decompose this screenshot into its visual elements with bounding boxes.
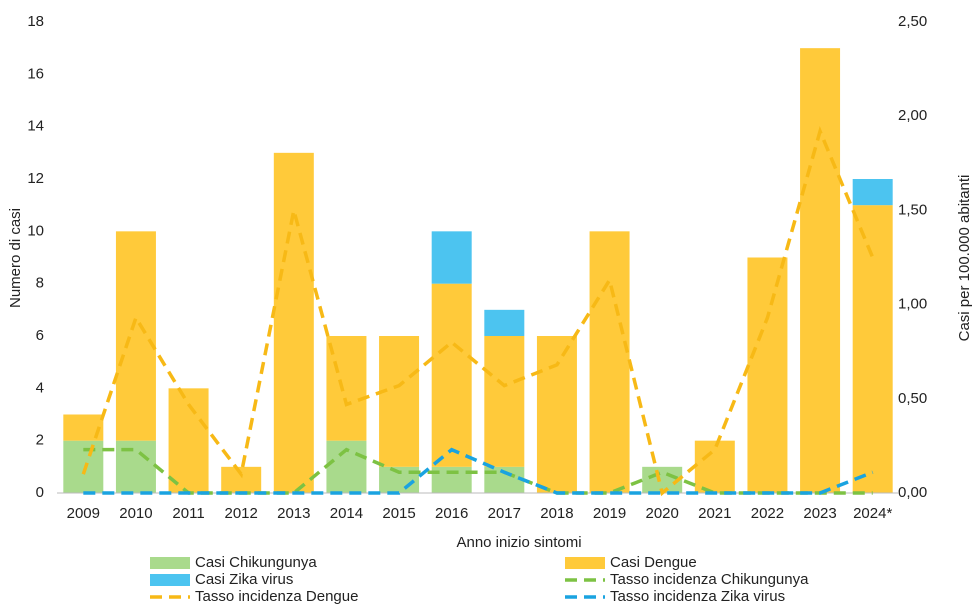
y2-tick-label: 2,50 (898, 13, 927, 30)
bar (273, 152, 314, 494)
bar (589, 231, 630, 494)
legend-label: Tasso incidenza Zika virus (610, 588, 785, 605)
line (81, 125, 875, 497)
line (83, 447, 873, 495)
x-tick-label: 2018 (540, 505, 573, 522)
y-tick-label: 0 (36, 484, 44, 501)
x-tick-label: 2014 (330, 505, 363, 522)
y-tick-label: 18 (27, 13, 44, 30)
legend-swatch (565, 557, 605, 569)
legend-label: Casi Chikungunya (195, 554, 317, 571)
bar (747, 257, 788, 493)
legend-swatch (150, 574, 190, 586)
x-tick-label: 2009 (67, 505, 100, 522)
bar (694, 440, 735, 493)
bar (431, 231, 472, 284)
y2-tick-label: 0,50 (898, 390, 927, 407)
legend-label: Tasso incidenza Dengue (195, 588, 358, 605)
bar (379, 336, 420, 467)
x-tick-label: 2010 (119, 505, 152, 522)
x-tick-label: 2019 (593, 505, 626, 522)
y-tick-label: 6 (36, 327, 44, 344)
legend-label: Casi Dengue (610, 554, 697, 571)
x-tick-label: 2016 (435, 505, 468, 522)
y-tick-label: 12 (27, 170, 44, 187)
x-tick-label: 2024* (853, 505, 892, 522)
x-tick-label: 2022 (751, 505, 784, 522)
y2-tick-label: 2,00 (898, 107, 927, 124)
y2-tick-label: 1,50 (898, 201, 927, 218)
x-tick-label: 2023 (803, 505, 836, 522)
x-tick-label: 2015 (382, 505, 415, 522)
bar (800, 48, 841, 494)
y-tick-label: 4 (36, 379, 44, 396)
y-tick-label: 8 (36, 275, 44, 292)
x-tick-label: 2020 (646, 505, 679, 522)
bar (484, 336, 525, 467)
bar (115, 231, 156, 441)
x-tick-label: 2013 (277, 505, 310, 522)
legend-label: Casi Zika virus (195, 571, 293, 588)
x-tick-label: 2012 (225, 505, 258, 522)
y-tick-label: 2 (36, 432, 44, 449)
y-tick-label: 10 (27, 222, 44, 239)
x-axis-label: Anno inizio sintomi (456, 534, 581, 551)
x-tick-label: 2017 (488, 505, 521, 522)
legend-swatch (150, 557, 190, 569)
bar (221, 466, 262, 493)
y-tick-label: 16 (27, 65, 44, 82)
legend-label: Tasso incidenza Chikungunya (610, 571, 809, 588)
y2-axis-label: Casi per 100.000 abitanti (956, 175, 973, 342)
x-tick-label: 2011 (172, 505, 204, 522)
y2-tick-label: 0,00 (898, 484, 927, 501)
bar (431, 283, 472, 467)
y-tick-label: 14 (27, 118, 44, 135)
bar (852, 205, 893, 493)
y2-tick-label: 1,00 (898, 296, 927, 313)
bar (484, 309, 525, 336)
bar (852, 179, 893, 206)
y-axis-label: Numero di casi (7, 208, 24, 308)
x-tick-label: 2021 (698, 505, 731, 522)
bar (536, 336, 577, 493)
